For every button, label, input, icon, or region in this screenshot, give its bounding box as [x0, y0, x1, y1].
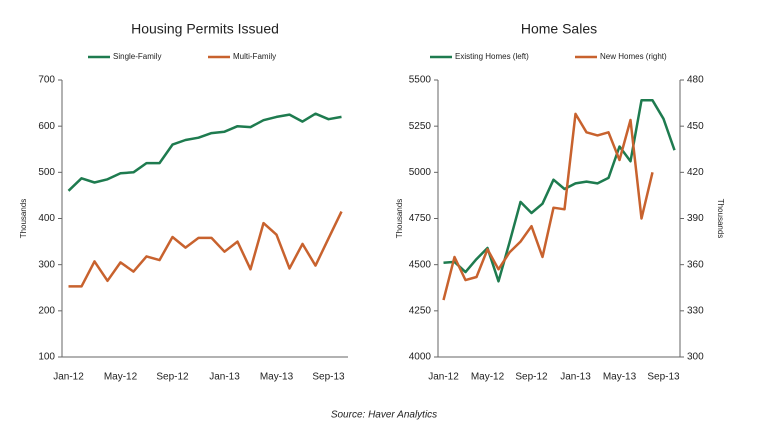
- y2-tick-label: 360: [687, 259, 704, 270]
- x-tick-label: Jan-12: [428, 372, 459, 383]
- y-tick-label: 5000: [409, 167, 432, 178]
- x-tick-label: Jan-12: [53, 372, 84, 383]
- y-tick-label: 5250: [409, 121, 432, 132]
- legend-label: New Homes (right): [600, 52, 667, 61]
- x-tick-label: May-12: [471, 372, 505, 383]
- y-tick-label: 200: [38, 305, 55, 316]
- y-tick-label: 100: [38, 352, 55, 363]
- series-line: [443, 99, 676, 283]
- y-tick-label: 400: [38, 213, 55, 224]
- y2-tick-label: 300: [687, 352, 704, 363]
- y-tick-label: 4250: [409, 305, 432, 316]
- x-tick-label: May-12: [104, 372, 138, 383]
- x-tick-label: Sep-12: [515, 372, 548, 383]
- y-tick-label: 4750: [409, 213, 432, 224]
- y-tick-label: 5500: [409, 75, 432, 86]
- y2-axis-label: Thousands: [716, 199, 725, 239]
- series-line: [67, 112, 342, 192]
- y2-tick-label: 330: [687, 305, 704, 316]
- source: Source: Haver Analytics: [331, 410, 437, 421]
- legend-label: Multi-Family: [233, 52, 276, 61]
- y-axis-label: Thousands: [19, 199, 28, 239]
- x-tick-label: Sep-13: [312, 372, 345, 383]
- legend-label: Existing Homes (left): [455, 52, 529, 61]
- x-tick-label: Sep-13: [647, 372, 680, 383]
- y2-tick-label: 390: [687, 213, 704, 224]
- y-tick-label: 4500: [409, 259, 432, 270]
- x-tick-label: Jan-13: [560, 372, 591, 383]
- y-tick-label: 500: [38, 167, 55, 178]
- x-tick-label: Sep-12: [156, 372, 189, 383]
- y-tick-label: 300: [38, 259, 55, 270]
- y-tick-label: 700: [38, 75, 55, 86]
- x-tick-label: May-13: [260, 372, 294, 383]
- y-tick-label: 600: [38, 121, 55, 132]
- series-line: [442, 112, 654, 301]
- y-tick-label: 4000: [409, 352, 432, 363]
- x-tick-label: Jan-13: [209, 372, 240, 383]
- y2-tick-label: 480: [687, 75, 704, 86]
- legend-label: Single-Family: [113, 52, 161, 61]
- chart-title: Housing Permits Issued: [131, 21, 279, 37]
- y2-tick-label: 450: [687, 121, 704, 132]
- x-tick-label: May-13: [603, 372, 637, 383]
- y-axis-label: Thousands: [395, 199, 404, 239]
- series-line: [68, 211, 343, 288]
- chart-title: Home Sales: [521, 21, 597, 37]
- y2-tick-label: 420: [687, 167, 704, 178]
